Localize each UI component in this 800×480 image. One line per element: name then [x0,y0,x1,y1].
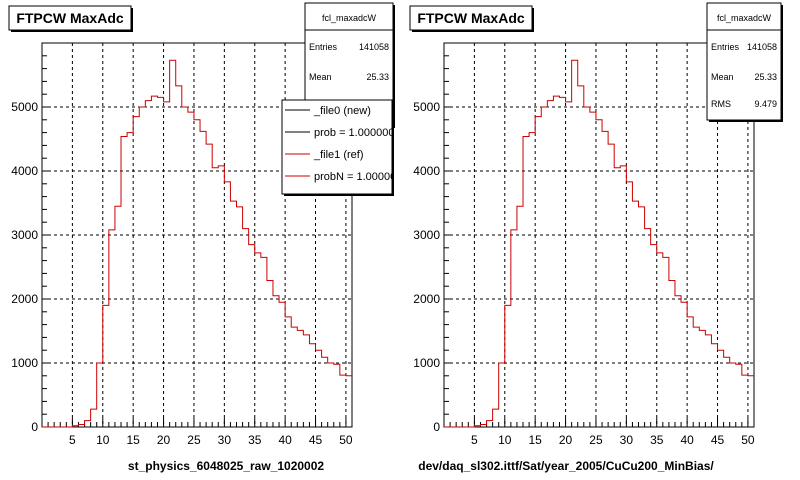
x-tick-label: 25 [589,433,603,447]
stats-rms-label: RMS [711,99,731,109]
x-tick-label: 20 [559,433,573,447]
title-box [409,5,533,31]
y-tick-label: 3000 [413,228,440,242]
legend-entries: _file0 (new) prob = 1.000000 _file1 (ref) p… [285,105,402,183]
x-tick-label: 40 [278,433,292,447]
x-tick-label: 15 [528,433,542,447]
x-tick-label: 10 [96,433,110,447]
x-tick-label: 30 [620,433,634,447]
stats-mean-label: Mean [309,72,332,82]
x-tick-label: 35 [248,433,262,447]
legend-label: _file1 (ref) [313,149,364,161]
stats-entries-label: Entries [711,42,740,52]
left-histogram-panel: 5 10 15 20 25 30 35 40 45 50 0 1000 2000 3000 4000 5000… [8,2,402,473]
x-tick-label: 5 [471,433,478,447]
chart-title: FTPCW MaxAdc [417,10,525,26]
y-tick-label: 2000 [413,292,440,306]
y-tick-label: 1000 [11,356,38,370]
legend-label: _file0 (new) [313,105,371,117]
stats-name: fcl_maxadcW [322,13,377,23]
x-tick-label: 50 [339,433,353,447]
stats-entries-value: 141058 [359,42,389,52]
stats-name: fcl_maxadcW [717,13,772,23]
x-tick-label: 45 [711,433,725,447]
x-axis-label: dev/daq_sl302.ittf/Sat/year_2005/CuCu200… [418,459,714,473]
y-tick-label: 1000 [413,356,440,370]
right-histogram-panel: 5 10 15 20 25 30 35 40 45 50 0 1000 2000 3000 4000 5000… [409,2,783,473]
y-tick-label: 5000 [11,100,38,114]
y-tick-label: 2000 [11,292,38,306]
x-tick-label: 40 [680,433,694,447]
x-tick-label: 50 [741,433,755,447]
stats-entries-value: 141058 [747,42,777,52]
x-tick-label: 35 [650,433,664,447]
chart-title: FTPCW MaxAdc [16,10,124,26]
legend-box [281,99,393,195]
histogram-series-line [444,59,754,428]
x-tick-label: 25 [187,433,201,447]
legend-label: prob = 1.000000 [314,127,394,139]
stats-rms-value: 9.479 [754,99,777,109]
y-tick-label: 0 [31,420,38,434]
stats-mean-label: Mean [711,72,734,82]
stats-box [706,2,782,121]
stats-mean-value: 25.33 [366,72,389,82]
stats-entries-label: Entries [309,42,338,52]
x-tick-label: 20 [157,433,171,447]
y-tick-label: 4000 [11,164,38,178]
y-tick-label: 3000 [11,228,38,242]
histogram-series-line [42,59,352,428]
y-tick-label: 5000 [413,100,440,114]
x-tick-label: 30 [218,433,232,447]
stats-mean-value: 25.33 [754,72,777,82]
x-axis-label: st_physics_6048025_raw_1020002 [128,459,324,473]
y-tick-label: 4000 [413,164,440,178]
x-tick-label: 10 [498,433,512,447]
legend-label: probN = 1.000000 [314,171,402,183]
x-tick-label: 45 [309,433,323,447]
x-tick-label: 5 [69,433,76,447]
x-tick-label: 15 [126,433,140,447]
y-tick-label: 0 [433,420,440,434]
title-box [8,5,132,31]
